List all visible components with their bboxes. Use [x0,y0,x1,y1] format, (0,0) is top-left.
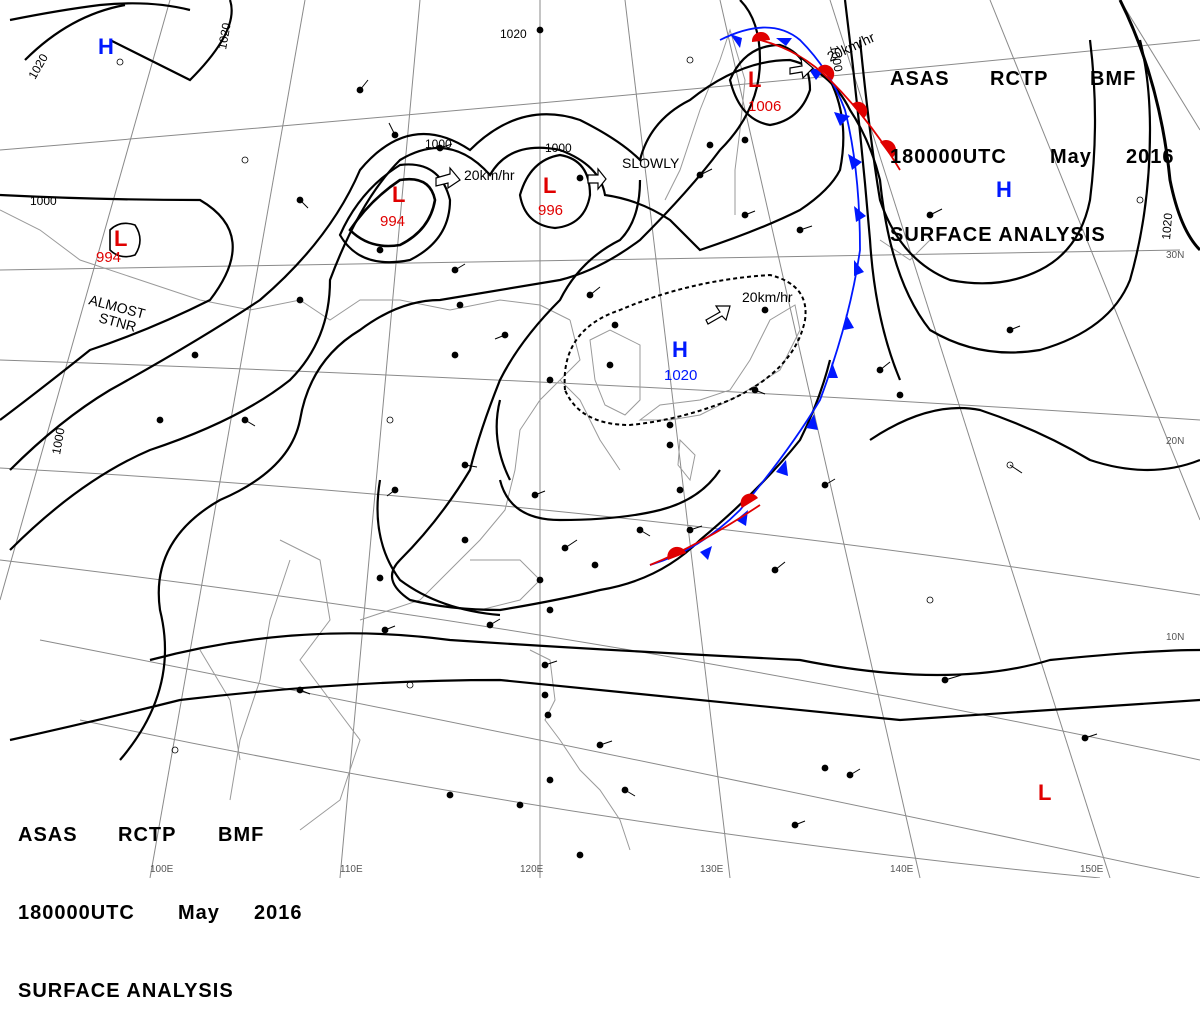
lon-label: 110E [340,864,363,875]
high-center-pacific: H [996,177,1012,202]
station-observations [116,26,1144,859]
high-center-1020: H 1020 [664,337,697,384]
dashed-isobar-high [563,273,807,427]
chart-header-top-right: ASAS RCTP BMF 180000UTC May 2016 SURFACE ANA… [890,14,1175,274]
header-field: RCTP [118,824,177,846]
low-letter: L [114,226,127,251]
header-field: ASAS [890,68,950,90]
header-line-3: SURFACE ANALYSIS [890,224,1106,246]
high-center-northwest: H [98,34,114,59]
header-line-2: 180000UTC May 2016 [890,144,1175,170]
chart-header-bottom-left: ASAS RCTP BMF 180000UTC May 2016 SURFACE ANA… [18,770,303,1030]
header-line-1: ASAS RCTP BMF [890,66,1175,92]
high-letter: H [672,337,688,362]
longitude-labels: 100E 110E 120E 130E 140E 150E [150,864,1104,875]
isobars [0,0,1200,761]
high-value: 1020 [664,367,697,384]
lon-label: 120E [520,864,544,875]
header-line-2: 180000UTC May 2016 [18,900,303,926]
lat-label: 30N [1166,250,1184,261]
graticule [0,0,1200,878]
low-letter: L [392,182,405,207]
isobar-labels: 1020 1020 1000 1000 1000 1000 1000 1020 … [25,21,1175,455]
lon-label: 140E [890,864,914,875]
header-field: 2016 [1126,146,1175,168]
isobar-label: 1000 [49,426,67,455]
low-letter: L [748,67,761,92]
motion-label: 20km/hr [742,289,793,305]
isobar-label: 1020 [500,27,527,41]
high-letter: H [98,34,114,59]
isobar-label: 1020 [1159,212,1175,240]
header-line-3: SURFACE ANALYSIS [18,980,234,1002]
motion-label: 20km/hr [464,167,515,183]
header-field: 2016 [254,902,303,924]
header-field: ASAS [18,824,78,846]
header-line-1: ASAS RCTP BMF [18,822,303,848]
header-field: 180000UTC [890,146,1007,168]
isobar-label: 1020 [215,21,233,50]
low-value: 1006 [748,98,781,115]
header-field: May [178,902,220,924]
high-letter: H [996,177,1012,202]
motion-label: SLOWLY [622,155,680,171]
lon-label: 100E [150,864,174,875]
low-value: 996 [538,202,563,219]
surface-analysis-map: L 994 L 994 L 996 L 1006 H 1020 H H L 1 [0,0,1200,878]
isobar-label: 1000 [425,137,452,151]
isobar-label: 1000 [30,194,57,208]
pressure-centers: L 994 L 994 L 996 L 1006 H 1020 H H L [96,34,1051,805]
coastlines [0,28,931,851]
low-letter: L [1038,780,1051,805]
isobar-label: 1000 [827,44,845,73]
low-value: 994 [96,249,121,266]
header-field: RCTP [990,68,1049,90]
lat-label: 20N [1166,436,1184,447]
low-center-994-mongolia: L 994 [380,182,405,230]
lat-label: 10N [1166,632,1184,643]
header-field: May [1050,146,1092,168]
low-center-996: L 996 [538,173,563,219]
header-field: BMF [218,824,265,846]
header-field: BMF [1090,68,1137,90]
low-letter: L [543,173,556,198]
motion-arrow-mongolia: 20km/hr [435,166,515,190]
low-center-994-west: L 994 [96,226,127,266]
lon-label: 130E [700,864,724,875]
isobar-label: 1000 [545,141,572,155]
low-value: 994 [380,213,405,230]
header-field: 180000UTC [18,902,135,924]
warm-front [649,31,901,566]
lon-label: 150E [1080,864,1104,875]
low-center-southeast: L [1038,780,1051,805]
latitude-labels: 30N 20N 10N [1166,250,1184,643]
motion-arrow-slowly: SLOWLY [587,155,680,191]
low-center-1006: L 1006 [748,67,781,115]
motion-arrow-high: 20km/hr [705,289,793,325]
